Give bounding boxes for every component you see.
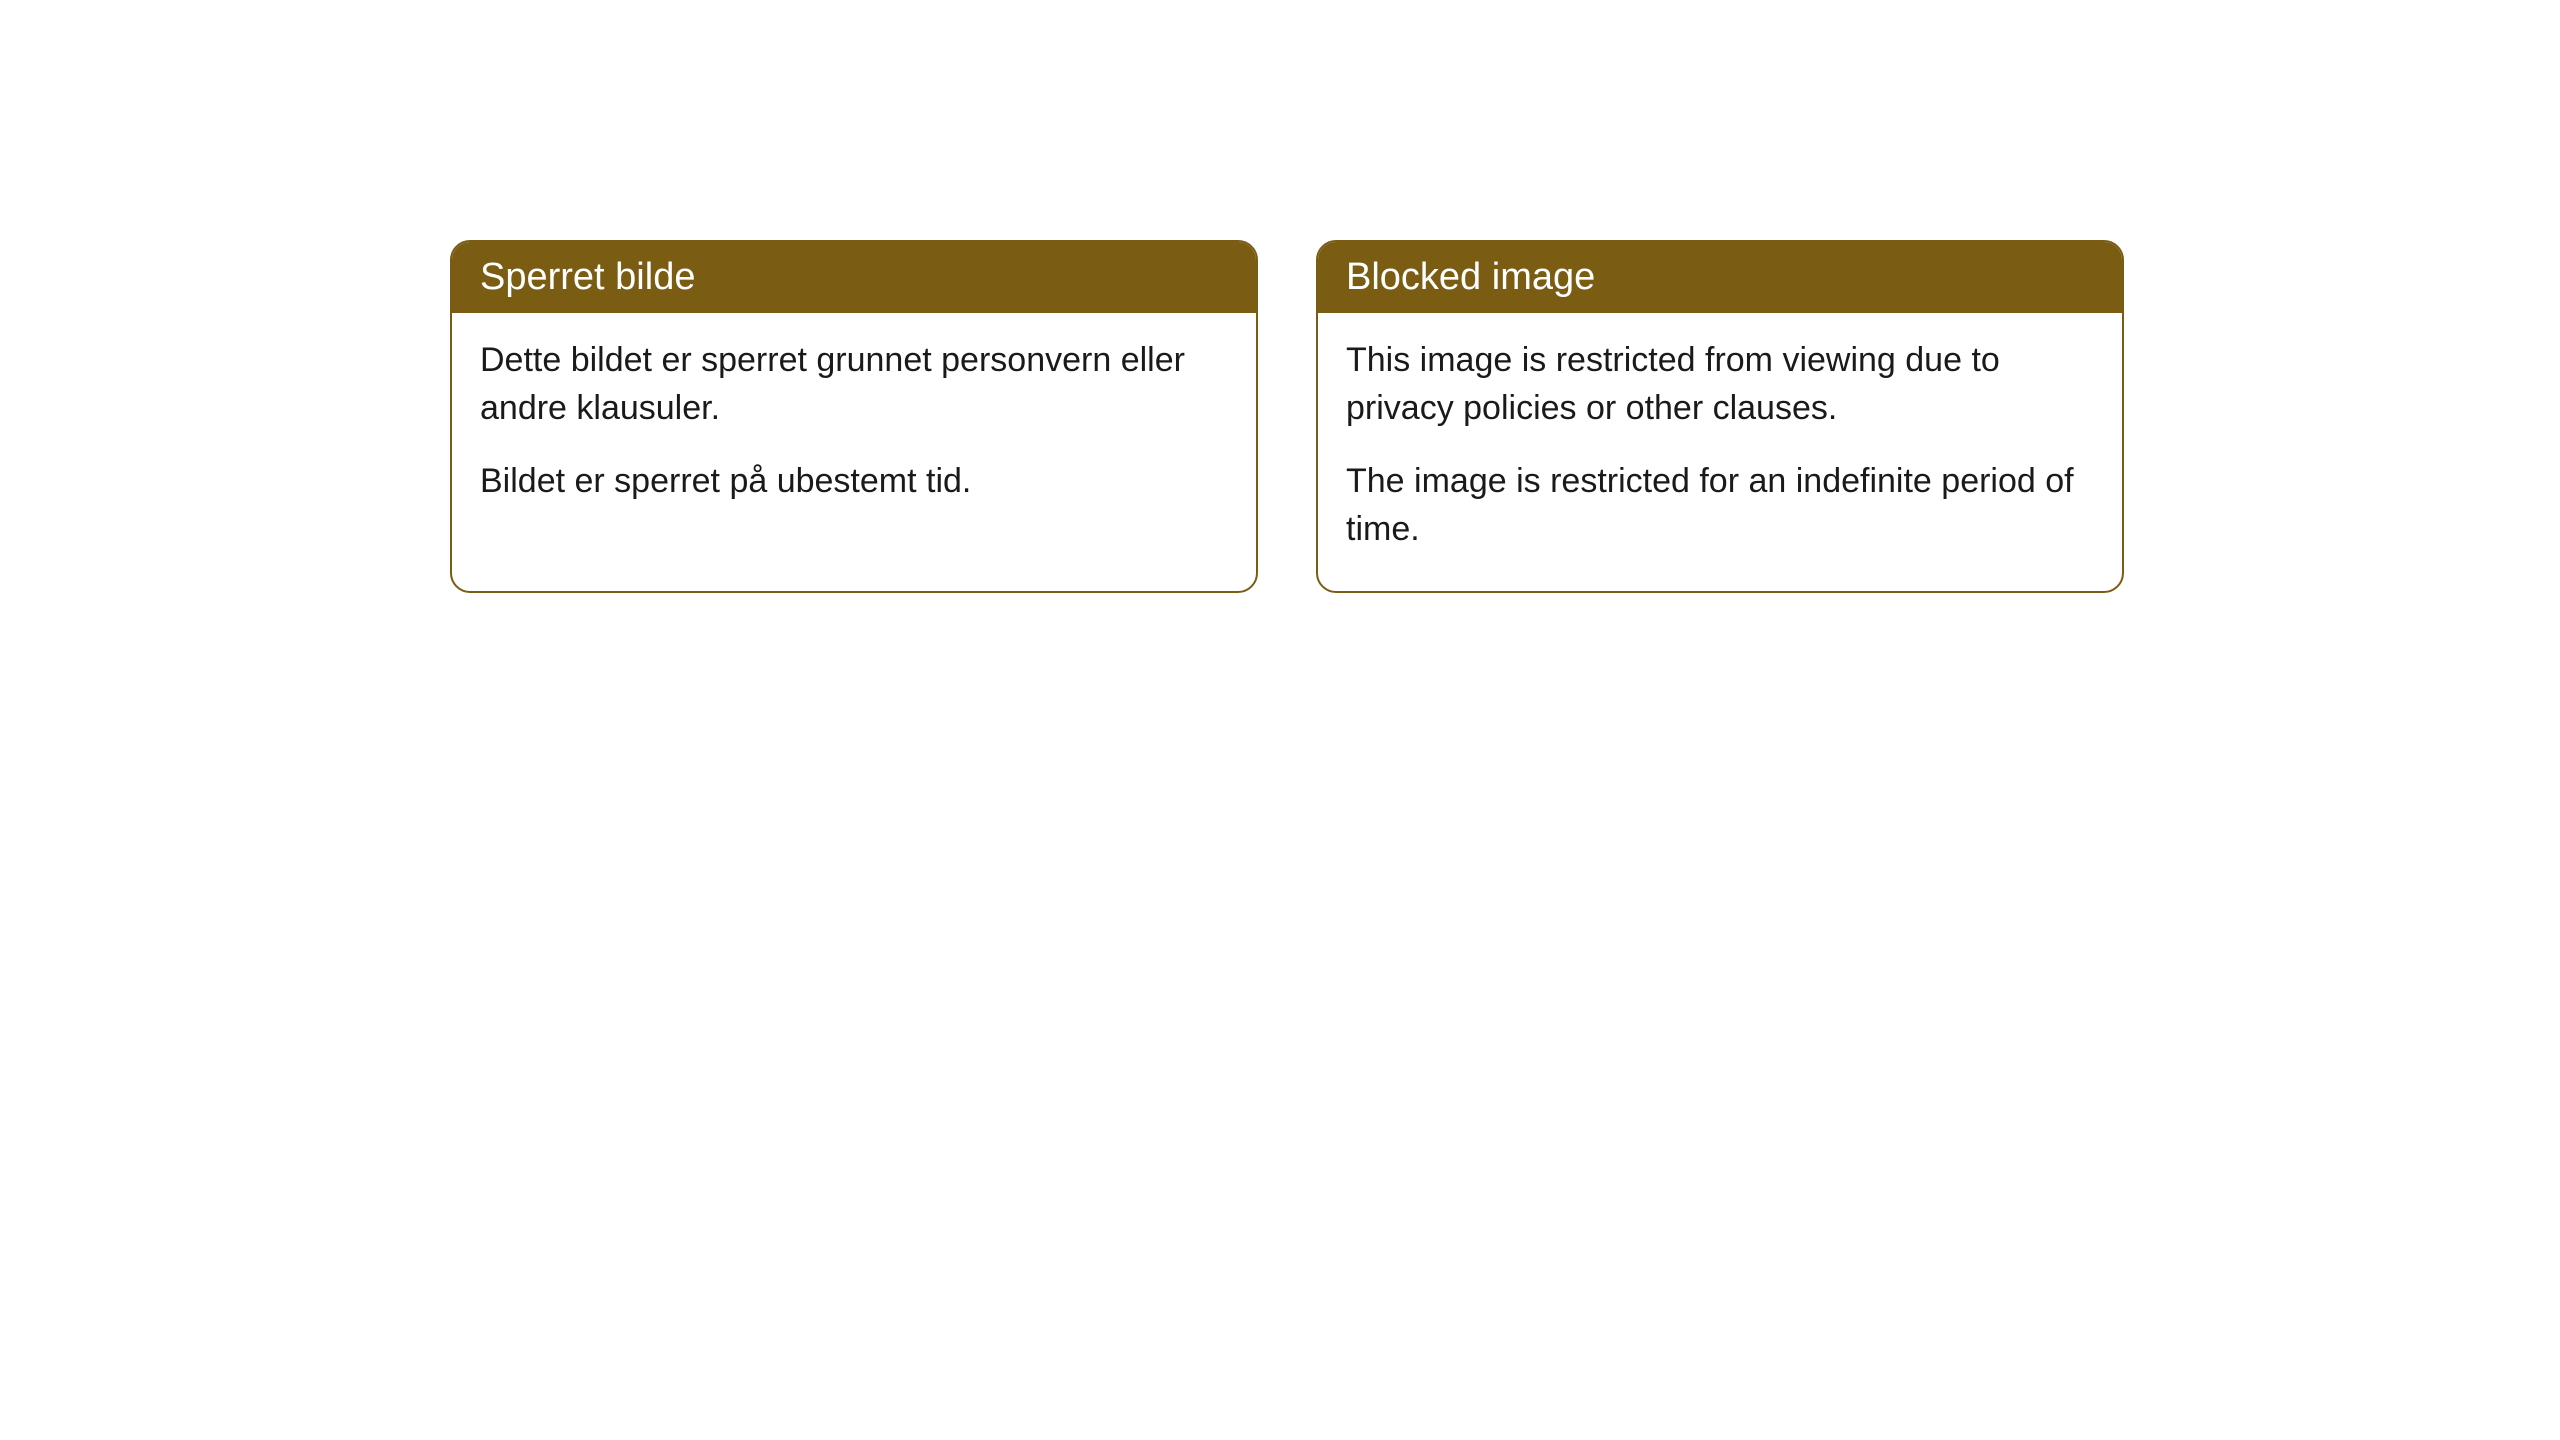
blocked-image-card-norwegian: Sperret bilde Dette bildet er sperret gr… <box>450 240 1258 593</box>
blocked-image-card-english: Blocked image This image is restricted f… <box>1316 240 2124 593</box>
card-title-norwegian: Sperret bilde <box>452 242 1256 313</box>
card-paragraph: Bildet er sperret på ubestemt tid. <box>480 458 1228 506</box>
card-paragraph: The image is restricted for an indefinit… <box>1346 458 2094 553</box>
card-body-english: This image is restricted from viewing du… <box>1318 313 2122 591</box>
card-paragraph: This image is restricted from viewing du… <box>1346 337 2094 432</box>
card-body-norwegian: Dette bildet er sperret grunnet personve… <box>452 313 1256 544</box>
card-paragraph: Dette bildet er sperret grunnet personve… <box>480 337 1228 432</box>
card-title-english: Blocked image <box>1318 242 2122 313</box>
blocked-image-cards: Sperret bilde Dette bildet er sperret gr… <box>450 240 2124 593</box>
